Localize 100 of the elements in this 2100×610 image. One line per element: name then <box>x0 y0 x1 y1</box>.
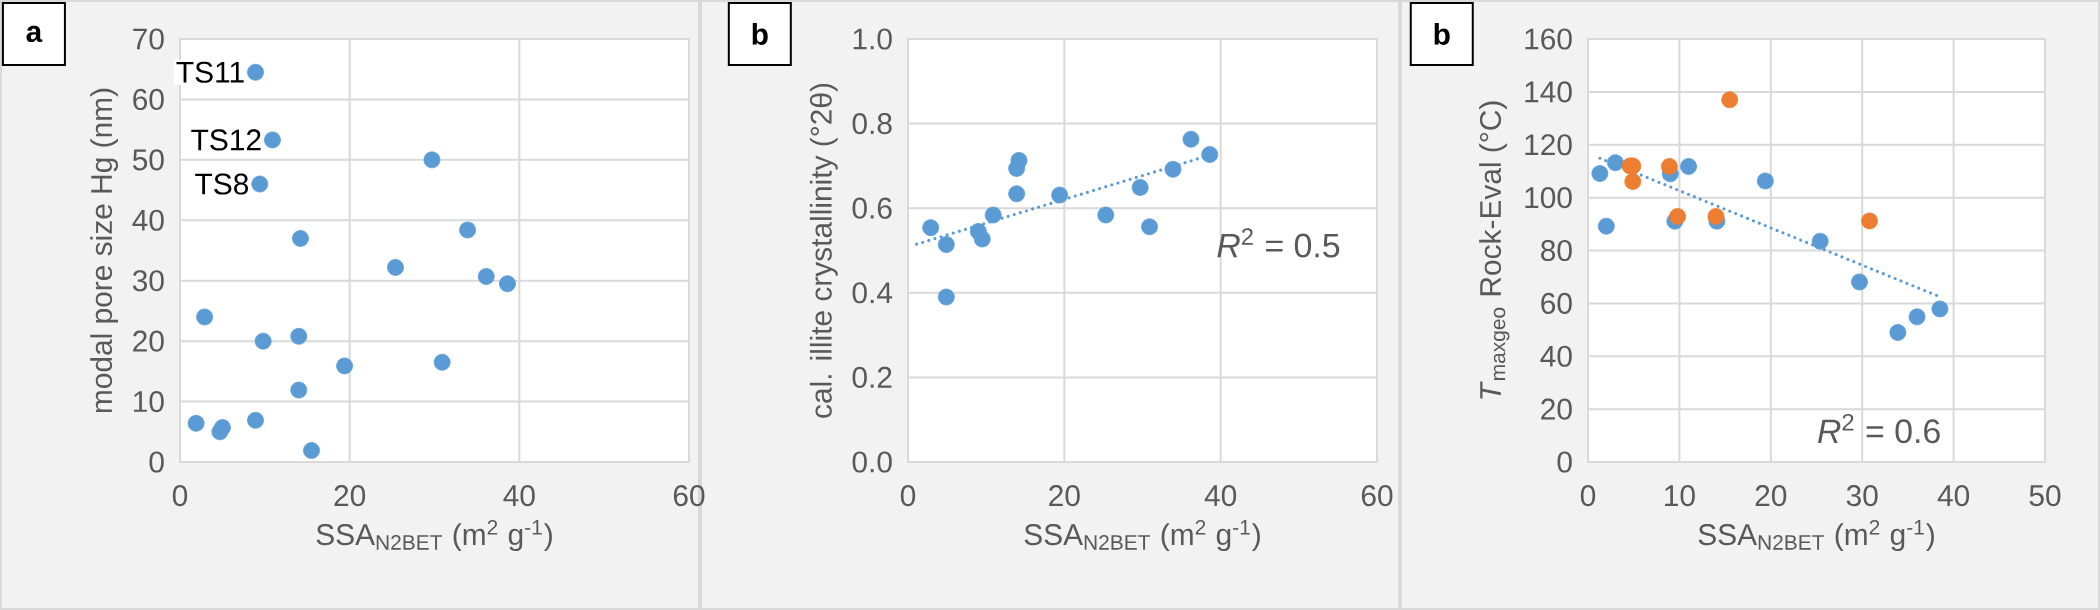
y-tick-label: 0 <box>1557 451 1572 473</box>
point <box>1597 217 1615 235</box>
x-tick-label: 40 <box>503 485 535 507</box>
point <box>1164 160 1182 178</box>
point <box>1624 173 1642 190</box>
point <box>922 219 940 237</box>
y-tick-label: 140 <box>1525 81 1572 103</box>
point <box>1141 218 1158 236</box>
point <box>1811 232 1829 250</box>
point <box>459 221 476 239</box>
y-tick-label: 160 <box>1525 28 1572 50</box>
y-axis-title: modal pore size Hg (nm) <box>90 88 119 413</box>
point <box>211 423 229 441</box>
point <box>973 230 991 248</box>
point <box>196 308 213 326</box>
point <box>1931 300 1949 318</box>
annotation: R$^{2}$ = 0.6 <box>1817 413 1940 444</box>
x-tick-label: 40 <box>1204 485 1237 507</box>
y-tick-label: 40 <box>1540 345 1572 367</box>
point <box>1889 324 1907 341</box>
y-tick-label: 20 <box>1541 398 1572 420</box>
x-tick-label: 60 <box>673 485 705 507</box>
point <box>984 206 1002 224</box>
y-tick-label: 40 <box>132 209 164 231</box>
y-tick-label: 80 <box>1541 239 1572 262</box>
y-tick-label: 0.4 <box>852 282 893 304</box>
y-tick-label: 70 <box>133 28 164 50</box>
point <box>1008 185 1026 203</box>
x-axis-title: SSA$_{N2BET}$ (m$^{2}$ g$^{-1}$) <box>1024 519 1260 552</box>
x-tick-label: 20 <box>1755 485 1787 507</box>
y-tick-label: 30 <box>132 270 164 292</box>
point <box>290 327 308 345</box>
point <box>1607 154 1624 172</box>
y-tick-label: 10 <box>134 390 164 413</box>
point <box>1861 212 1878 230</box>
annotation: R$^{2}$ = 0.5 <box>1217 228 1340 258</box>
y-tick-label: 0.2 <box>852 366 892 388</box>
y-axis-title: cal. illite crystallinity (°2θ) <box>809 83 838 418</box>
point <box>433 353 451 371</box>
point <box>251 175 269 193</box>
y-tick-label: 0.0 <box>852 451 892 473</box>
point <box>247 411 264 429</box>
point <box>290 381 308 399</box>
point <box>1010 152 1028 169</box>
x-tick-label: 20 <box>334 485 366 507</box>
point <box>264 131 281 149</box>
point <box>187 414 205 432</box>
point <box>937 288 955 306</box>
y-axis-title: T$_{maxgeo}$ Rock-Eval (°C) <box>1479 101 1510 399</box>
point <box>1660 158 1678 175</box>
y-tick-label: 60 <box>133 88 164 110</box>
y-tick-label: 0 <box>149 451 164 473</box>
y-tick-label: 50 <box>132 149 164 171</box>
x-tick-label: 50 <box>2029 485 2061 507</box>
point <box>387 259 404 276</box>
y-tick-label: 0.6 <box>852 197 892 219</box>
x-axis-title: SSA$_{N2BET}$ (m$^{2}$ g$^{-1}$) <box>316 519 552 552</box>
point <box>1131 179 1149 196</box>
point <box>1851 273 1868 291</box>
x-tick-label: 0 <box>900 485 916 507</box>
y-tick-label: 1.0 <box>853 28 892 50</box>
point <box>477 268 495 285</box>
point <box>336 357 353 375</box>
y-tick-label: 0.8 <box>852 113 892 135</box>
y-tick-label: 100 <box>1525 187 1572 209</box>
point <box>1721 91 1739 109</box>
point <box>1097 206 1115 224</box>
text: b <box>752 22 768 45</box>
point <box>1051 186 1069 204</box>
x-tick-label: 40 <box>1937 485 1970 507</box>
text: a <box>26 25 43 43</box>
point <box>1182 130 1200 148</box>
x-tick-label: 60 <box>1361 485 1393 507</box>
point <box>1201 146 1219 163</box>
point <box>1707 207 1725 225</box>
point <box>1908 308 1926 326</box>
point <box>303 442 320 459</box>
annotation: TS11 <box>176 61 244 83</box>
x-tick-label: 30 <box>1846 485 1878 507</box>
y-tick-label: 120 <box>1525 134 1572 156</box>
point <box>1669 207 1686 225</box>
point <box>1591 165 1609 182</box>
point <box>499 275 516 293</box>
y-tick-label: 60 <box>1541 292 1572 314</box>
x-tick-label: 20 <box>1049 485 1080 507</box>
y-tick-label: 20 <box>133 330 164 352</box>
point <box>937 236 955 253</box>
annotation: TS8 <box>195 173 249 195</box>
point <box>292 230 309 247</box>
x-tick-label: 0 <box>1580 485 1596 507</box>
point <box>1756 172 1774 190</box>
point <box>247 63 264 81</box>
point <box>423 151 441 169</box>
point <box>1680 158 1697 175</box>
x-tick-label: 10 <box>1665 485 1695 507</box>
annotation: TS12 <box>191 129 261 151</box>
text: b <box>1434 22 1450 45</box>
x-tick-label: 0 <box>172 485 188 507</box>
point <box>254 332 272 350</box>
x-axis-title: SSA$_{N2BET}$ (m$^{2}$ g$^{-1}$) <box>1698 519 1934 552</box>
